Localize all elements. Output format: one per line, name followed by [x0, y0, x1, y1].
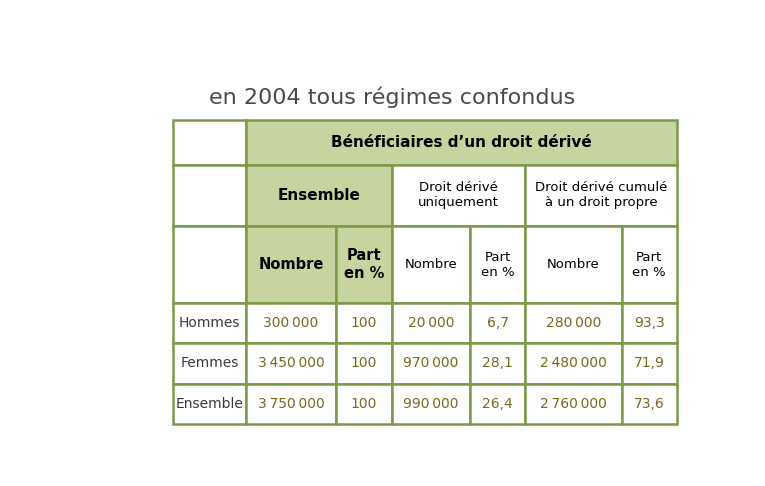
Text: Hommes: Hommes — [179, 316, 240, 330]
Text: 100: 100 — [350, 316, 377, 330]
Bar — [526, 343, 621, 383]
Text: Droit dérivé cumulé
à un droit propre: Droit dérivé cumulé à un droit propre — [535, 181, 667, 209]
Text: 6,7: 6,7 — [487, 316, 509, 330]
Bar — [392, 303, 470, 343]
Text: 990 000: 990 000 — [403, 397, 458, 411]
Bar — [246, 226, 336, 303]
Bar — [526, 226, 621, 303]
Text: 280 000: 280 000 — [545, 316, 601, 330]
Bar — [336, 226, 392, 303]
Bar — [173, 120, 246, 165]
Text: 2 480 000: 2 480 000 — [540, 356, 607, 370]
Text: 300 000: 300 000 — [263, 316, 319, 330]
Bar — [621, 226, 677, 303]
Bar — [246, 303, 336, 343]
Bar — [392, 343, 470, 383]
Text: Nombre: Nombre — [259, 257, 324, 272]
Bar — [470, 383, 526, 424]
Text: Nombre: Nombre — [547, 258, 600, 271]
Bar — [336, 303, 392, 343]
Text: Ensemble: Ensemble — [277, 188, 360, 203]
Text: 970 000: 970 000 — [403, 356, 458, 370]
Text: Droit dérivé
uniquement: Droit dérivé uniquement — [418, 181, 499, 209]
Text: 3 450 000: 3 450 000 — [258, 356, 324, 370]
Text: en 2004 tous régimes confondus: en 2004 tous régimes confondus — [209, 86, 575, 107]
Text: 93,3: 93,3 — [634, 316, 665, 330]
Bar — [470, 343, 526, 383]
Bar — [173, 383, 246, 424]
Text: 100: 100 — [350, 397, 377, 411]
Bar — [246, 120, 677, 165]
Bar — [470, 303, 526, 343]
Bar — [336, 343, 392, 383]
Bar — [336, 383, 392, 424]
Bar — [621, 383, 677, 424]
Bar — [173, 303, 246, 343]
Text: Bénéficiaires d’un droit dérivé: Bénéficiaires d’un droit dérivé — [331, 135, 592, 150]
Bar — [173, 226, 246, 303]
Bar — [470, 226, 526, 303]
Bar — [392, 226, 470, 303]
Text: 71,9: 71,9 — [633, 356, 665, 370]
Bar — [526, 303, 621, 343]
Bar — [526, 383, 621, 424]
Text: 28,1: 28,1 — [483, 356, 513, 370]
Bar — [246, 165, 392, 226]
Text: 2 760 000: 2 760 000 — [540, 397, 607, 411]
Text: Nombre: Nombre — [405, 258, 457, 271]
Bar — [173, 343, 246, 383]
Bar — [246, 383, 336, 424]
Text: 26,4: 26,4 — [483, 397, 513, 411]
Bar — [246, 343, 336, 383]
Text: Part
en %: Part en % — [633, 251, 666, 278]
Bar — [392, 383, 470, 424]
Bar — [392, 165, 526, 226]
Text: 100: 100 — [350, 356, 377, 370]
Text: Ensemble: Ensemble — [176, 397, 243, 411]
Bar — [621, 343, 677, 383]
Text: Part
en %: Part en % — [343, 248, 384, 281]
Text: 20 000: 20 000 — [408, 316, 454, 330]
Text: 73,6: 73,6 — [634, 397, 665, 411]
Text: Part
en %: Part en % — [481, 251, 515, 278]
Bar — [526, 165, 677, 226]
Bar — [621, 303, 677, 343]
Text: Femmes: Femmes — [181, 356, 239, 370]
Text: 3 750 000: 3 750 000 — [258, 397, 324, 411]
Bar — [173, 165, 246, 226]
